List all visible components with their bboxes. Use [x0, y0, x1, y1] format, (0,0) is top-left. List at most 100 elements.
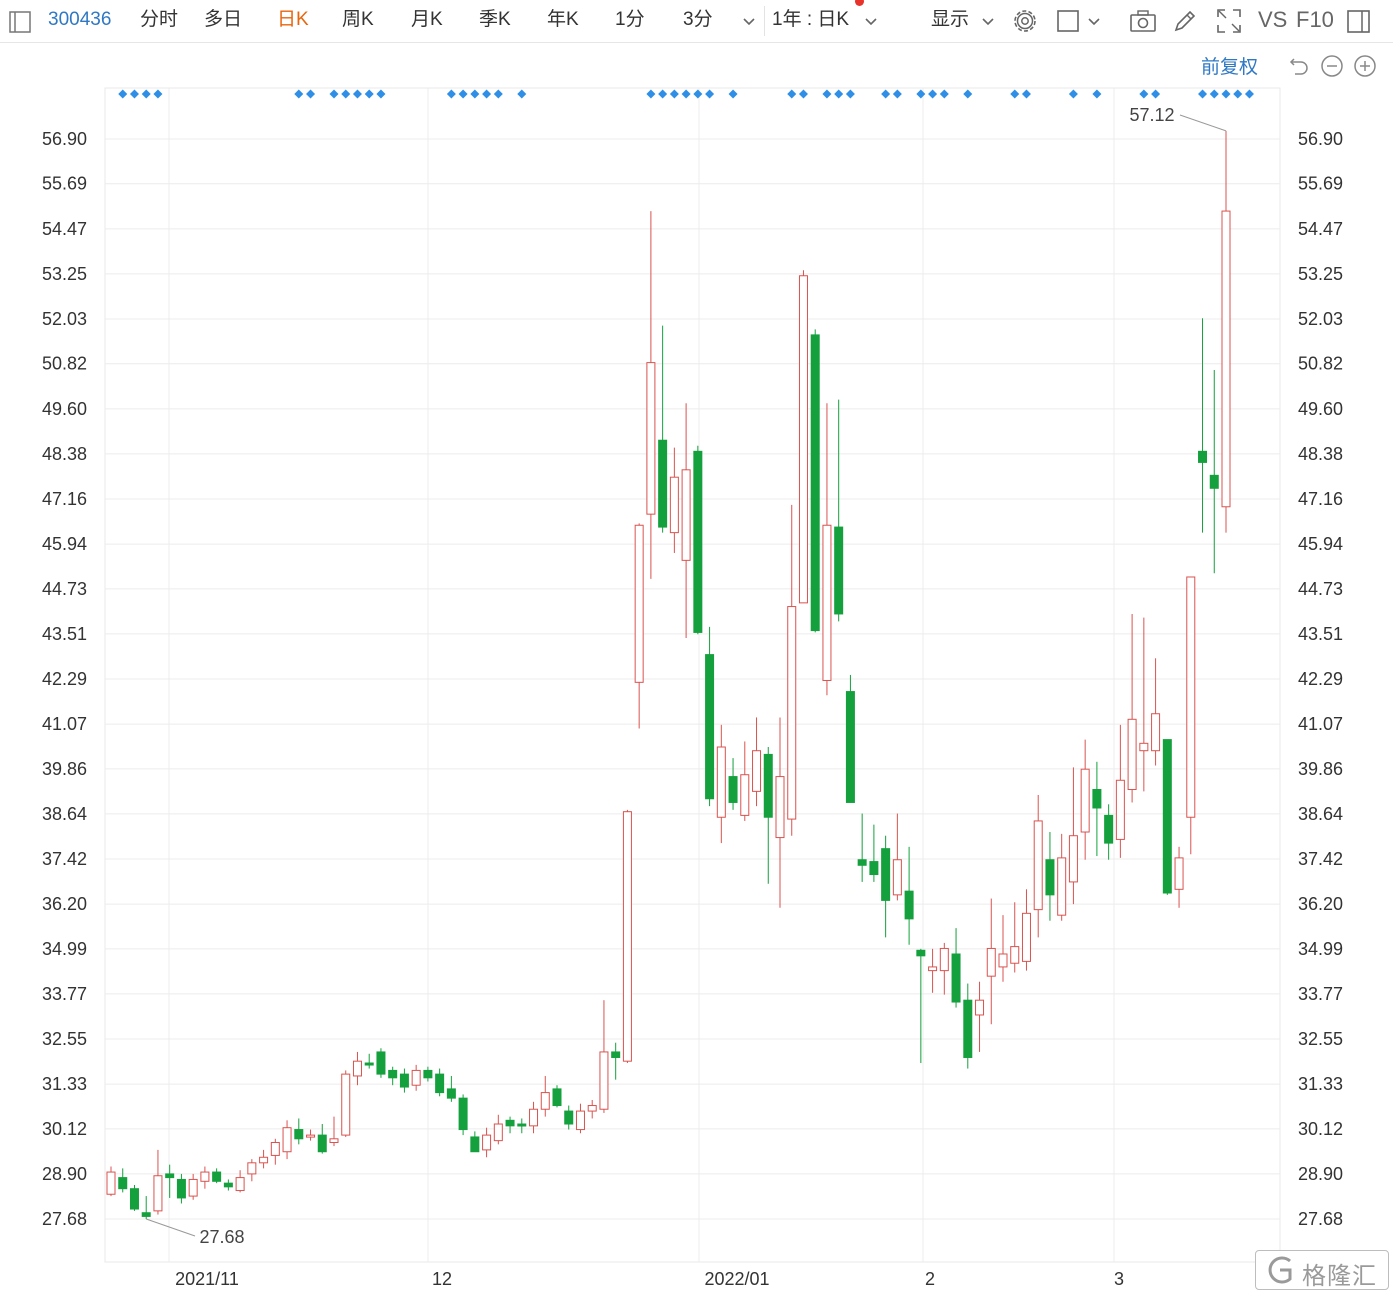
brand-logo-icon — [1268, 1256, 1292, 1284]
candle-body-up — [939, 947, 949, 972]
candle-body-down — [399, 1073, 409, 1088]
sidebar-toggle-icon[interactable] — [4, 6, 34, 36]
range-selector[interactable]: 1年 : 日K — [772, 9, 850, 30]
candle-body-up — [798, 275, 808, 604]
pencil-icon[interactable] — [1170, 6, 1200, 36]
y-tick-label-left: 56.90 — [42, 129, 87, 149]
candle-body-down — [118, 1177, 128, 1190]
camera-icon[interactable] — [1128, 6, 1158, 36]
y-tick-label-left: 37.42 — [42, 849, 87, 869]
candle-body-up — [106, 1171, 116, 1195]
y-tick-label-left: 38.64 — [42, 804, 87, 824]
tab-multi-day[interactable]: 多日 — [204, 9, 243, 30]
x-axis-label: 2 — [925, 1269, 935, 1289]
candle-body-up — [752, 750, 762, 792]
display-chevron-icon[interactable] — [973, 6, 1003, 36]
candle-body-up — [411, 1069, 421, 1086]
event-marker-diamond — [939, 89, 949, 99]
low-price-label: 27.68 — [199, 1227, 244, 1247]
y-tick-label-left: 33.77 — [42, 984, 87, 1004]
watermark-text: 格隆汇 — [1302, 1263, 1377, 1290]
event-marker-diamond — [681, 89, 691, 99]
candle-body-up — [352, 1060, 362, 1077]
candle-body-up — [1021, 912, 1031, 962]
y-tick-label-right: 42.29 — [1298, 669, 1343, 689]
tab-monthly-k[interactable]: 月K — [411, 9, 443, 30]
candle-body-down — [951, 953, 961, 1003]
candle-body-down — [705, 654, 715, 800]
candle-body-up — [599, 1051, 609, 1110]
event-marker-diamond — [892, 89, 902, 99]
candle-body-up — [575, 1110, 585, 1131]
y-tick-label-right: 28.90 — [1298, 1164, 1343, 1184]
event-marker-diamond — [1068, 89, 1078, 99]
event-marker-diamond — [916, 89, 926, 99]
candle-body-up — [341, 1073, 351, 1136]
checkbox-chevron-icon[interactable] — [1080, 6, 1110, 36]
plot-frame — [104, 87, 1281, 1263]
notification-dot — [855, 0, 864, 6]
tab-weekly-k[interactable]: 周K — [342, 9, 374, 30]
event-marker-diamond — [446, 89, 456, 99]
candle-body-down — [470, 1136, 480, 1153]
y-tick-label-right: 31.33 — [1298, 1074, 1343, 1094]
candle-body-up — [622, 811, 632, 1062]
candle-body-up — [529, 1108, 539, 1127]
event-marker-diamond — [834, 89, 844, 99]
event-marker-diamond — [294, 89, 304, 99]
event-marker-diamond — [141, 89, 151, 99]
range-chevron-icon[interactable] — [856, 6, 886, 36]
tab-fenshi[interactable]: 分时 — [140, 9, 179, 30]
candle-body-up — [1127, 718, 1137, 791]
tab-quarterly-k[interactable]: 季K — [479, 9, 511, 30]
candle-body-up — [1057, 857, 1067, 916]
more-periods-chevron-icon[interactable] — [734, 6, 764, 36]
candle-body-up — [1115, 779, 1125, 840]
price-adjust-link[interactable]: 前复权 — [1201, 57, 1259, 78]
event-marker-diamond — [118, 89, 128, 99]
y-tick-label-left: 55.69 — [42, 174, 87, 194]
candle-body-down — [810, 334, 820, 632]
candle-body-down — [129, 1188, 139, 1210]
zoom-in-icon[interactable] — [1353, 54, 1377, 78]
high-price-leader-line — [1179, 114, 1227, 132]
event-marker-diamond — [798, 89, 808, 99]
event-marker-diamond — [1021, 89, 1031, 99]
y-tick-label-right: 44.73 — [1298, 579, 1343, 599]
candle-body-up — [822, 524, 832, 681]
y-tick-label-left: 50.82 — [42, 354, 87, 374]
tab-1min[interactable]: 1分 — [615, 9, 645, 30]
y-tick-label-right: 36.20 — [1298, 894, 1343, 914]
event-marker-diamond — [1092, 89, 1102, 99]
candlestick-chart[interactable]: 56.90 56.90 55.69 55.69 54.47 54.47 53.25 53.25… — [0, 44, 1393, 1296]
undo-icon[interactable] — [1287, 54, 1311, 78]
candle-body-down — [845, 691, 855, 803]
candle-body-up — [235, 1177, 245, 1192]
tab-3min[interactable]: 3分 — [683, 9, 713, 30]
f10-button[interactable]: F10 — [1296, 7, 1334, 32]
fullscreen-icon[interactable] — [1214, 6, 1244, 36]
tab-yearly-k[interactable]: 年K — [547, 9, 579, 30]
event-marker-diamond — [1233, 89, 1243, 99]
kline-chart-area[interactable]: 56.90 56.90 55.69 55.69 54.47 54.47 53.25 53.25… — [0, 44, 1393, 1296]
vs-compare-button[interactable]: VS — [1258, 7, 1288, 32]
y-tick-label-left: 30.12 — [42, 1119, 87, 1139]
candle-body-down — [1092, 789, 1102, 809]
tab-daily-k[interactable]: 日K — [277, 9, 309, 30]
event-marker-diamond — [787, 89, 797, 99]
event-marker-diamond — [1209, 89, 1219, 99]
y-tick-label-left: 32.55 — [42, 1029, 87, 1049]
candle-body-up — [1186, 576, 1196, 818]
display-menu[interactable]: 显示 — [931, 9, 970, 30]
event-marker-diamond — [881, 89, 891, 99]
event-marker-diamond — [1151, 89, 1161, 99]
settings-gear-icon[interactable] — [1010, 6, 1040, 36]
y-tick-label-left: 49.60 — [42, 399, 87, 419]
event-marker-diamond — [352, 89, 362, 99]
checkbox-icon[interactable] — [1054, 6, 1084, 36]
zoom-out-icon[interactable] — [1320, 54, 1344, 78]
event-marker-diamond — [669, 89, 679, 99]
top-toolbar: 300436 分时 多日 日K 周K 月K 季K 年K 1分 3分 1年 : 日… — [0, 0, 1393, 43]
candle-body-up — [740, 774, 750, 816]
panel-icon[interactable] — [1344, 6, 1374, 36]
